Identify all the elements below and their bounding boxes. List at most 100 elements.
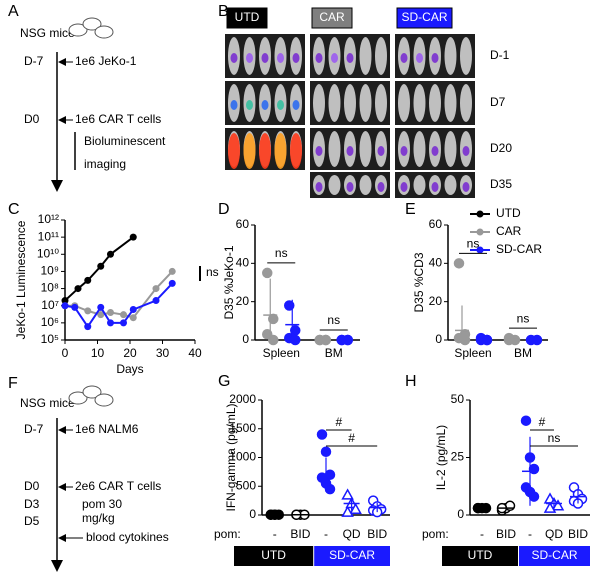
y-axis-label: JeKo-1 Luminescence (14, 220, 28, 339)
signal (416, 53, 423, 63)
signal (259, 133, 271, 169)
y-tick-label: 40 (236, 256, 250, 270)
data-point (129, 233, 137, 241)
annotation: ns (206, 265, 219, 279)
x-tick-label: QD (343, 527, 361, 541)
group-box (314, 546, 390, 566)
signal (230, 100, 238, 110)
event-label: 2e6 CAR T cells (75, 479, 161, 493)
data-point (349, 502, 362, 514)
y-tick-label: 10⁷ (41, 298, 59, 312)
y-tick-label: 1500 (229, 421, 256, 435)
x-tick-label: 10 (91, 346, 105, 360)
y-tick-label: 0 (249, 507, 256, 521)
y-tick-label: 1000 (229, 450, 256, 464)
y-axis-label: D35 %JeKo-1 (222, 245, 236, 319)
group-box (442, 546, 518, 566)
x-tick-label: BM (514, 346, 532, 360)
group-label: SD-CAR (329, 548, 375, 562)
signal (400, 182, 408, 192)
data-point (324, 483, 336, 495)
data-point (97, 311, 105, 319)
data-point (341, 505, 354, 517)
mouse (359, 131, 372, 167)
panel-label: H (405, 373, 417, 390)
data-point (316, 429, 328, 440)
mouse (460, 84, 472, 122)
day-label: D5 (24, 514, 40, 528)
panel-label: E (405, 201, 416, 218)
signal (431, 146, 439, 156)
data-point (528, 491, 540, 502)
mice-label: NSG mice (20, 396, 75, 410)
x-tick-label: BID (367, 527, 387, 541)
data-point (61, 297, 69, 305)
data-point (168, 279, 176, 287)
note: Bioluminescent (84, 134, 166, 148)
x-tick-label: BID (290, 527, 310, 541)
data-point (320, 446, 332, 457)
signal (315, 53, 323, 63)
group-header-box (396, 7, 453, 29)
group-label: UTD (261, 548, 286, 562)
y-axis-label: D35 %CD3 (412, 252, 426, 312)
mouse (413, 175, 426, 195)
legend-label: UTD (496, 206, 521, 220)
signal (277, 100, 284, 110)
day-label: D20 (490, 141, 512, 155)
group-header-box (226, 7, 268, 29)
mouse-icon (94, 393, 114, 407)
group-label: SD-CAR (531, 548, 577, 562)
significance-label: # (539, 415, 546, 429)
significance-label: # (348, 431, 355, 445)
panel-label: C (8, 201, 20, 218)
data-point (481, 334, 493, 346)
x-tick-label: Spleen (263, 346, 300, 360)
signal (346, 146, 354, 156)
note: imaging (84, 157, 126, 171)
significance-label: ns (517, 311, 530, 325)
signal (315, 146, 323, 156)
x-tick-label: 20 (123, 346, 137, 360)
data-point (129, 306, 137, 314)
mouse (429, 84, 441, 122)
signal (243, 133, 256, 169)
legend-marker (476, 210, 484, 218)
x-tick-label: 0 (62, 346, 69, 360)
data-point (152, 285, 160, 293)
mice-label: NSG mice (20, 26, 75, 40)
group-label: UTD (468, 548, 493, 562)
legend-label: SD-CAR (496, 242, 542, 256)
data-point (107, 319, 114, 327)
panel-label: D (218, 201, 230, 218)
mouse (460, 37, 472, 75)
data-point (543, 501, 557, 513)
day-label: D7 (490, 95, 506, 109)
y-tick-label: 20 (429, 294, 443, 308)
signal (346, 182, 354, 192)
row-label: pom: (422, 527, 449, 541)
day-label: D-7 (24, 54, 44, 68)
mouse (444, 37, 457, 75)
signal (462, 182, 470, 192)
x-tick-label: - (324, 527, 328, 541)
mouse (359, 37, 372, 75)
y-tick-label: 20 (236, 294, 250, 308)
data-point (97, 262, 105, 270)
signal (246, 53, 253, 63)
data-point (453, 258, 465, 269)
mouse (328, 131, 341, 167)
mouse (328, 175, 341, 195)
signal (290, 133, 302, 169)
mouse (398, 84, 410, 122)
data-point (528, 463, 540, 475)
y-tick-label: 2000 (229, 392, 256, 406)
mouse (359, 175, 372, 195)
y-tick-label: 0 (242, 332, 249, 346)
y-tick-label: 10⁸ (41, 281, 59, 295)
mouse (444, 175, 457, 195)
y-tick-label: 0 (457, 507, 464, 521)
data-point (341, 488, 354, 500)
x-tick-label: BID (568, 527, 588, 541)
signal (277, 53, 284, 63)
